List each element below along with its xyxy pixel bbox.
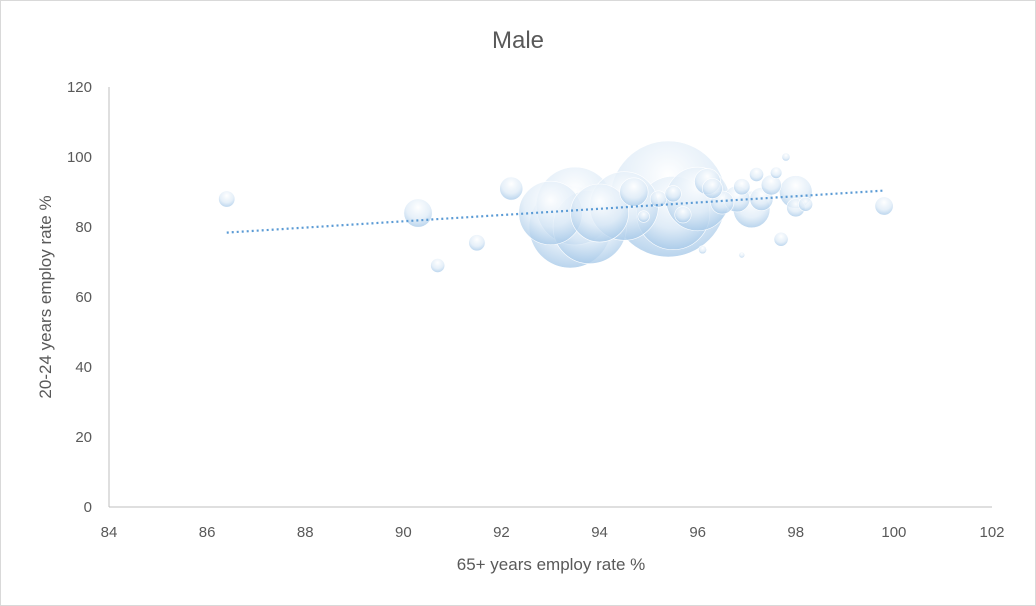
data-bubble (749, 167, 764, 182)
y-tick-label: 20 (75, 429, 92, 446)
data-bubble (733, 178, 751, 196)
data-bubble (781, 152, 791, 162)
data-bubble (403, 198, 433, 228)
x-tick-label: 94 (591, 524, 608, 541)
x-tick-label: 88 (297, 524, 314, 541)
data-bubble (698, 245, 707, 255)
chart-title: Male (492, 27, 544, 54)
x-tick-label: 90 (395, 524, 412, 541)
data-bubble (637, 210, 650, 223)
x-tick-label: 92 (493, 524, 510, 541)
data-bubble (430, 258, 446, 273)
y-tick-label: 120 (67, 79, 92, 96)
x-tick-label: 98 (787, 524, 804, 541)
x-tick-label: 96 (689, 524, 706, 541)
data-bubble (773, 231, 789, 247)
data-bubble (798, 196, 813, 212)
data-bubble (874, 196, 894, 216)
y-tick-label: 0 (84, 499, 92, 516)
x-tick-label: 100 (881, 524, 906, 541)
x-tick-label: 86 (199, 524, 216, 541)
data-bubble (619, 177, 649, 207)
y-tick-label: 100 (67, 149, 92, 166)
data-bubble (218, 190, 236, 208)
bubble-layer (218, 140, 894, 273)
y-tick-labels: 0 20 40 60 80 100 120 (67, 79, 92, 516)
data-bubble (702, 178, 723, 199)
data-bubble (770, 166, 783, 179)
y-tick-label: 40 (75, 359, 92, 376)
data-bubble (738, 251, 746, 259)
data-bubble (674, 206, 692, 224)
x-tick-label: 102 (979, 524, 1004, 541)
data-bubble (499, 176, 524, 201)
data-bubble (664, 185, 682, 203)
y-tick-label: 60 (75, 289, 92, 306)
data-bubble (468, 234, 486, 252)
x-tick-label: 84 (101, 524, 118, 541)
y-tick-label: 80 (75, 219, 92, 236)
y-axis-label: 20-24 years employ rate % (36, 195, 55, 398)
data-bubble (570, 183, 629, 243)
x-axis-label: 65+ years employ rate % (457, 555, 646, 574)
x-tick-labels: 84 86 88 90 92 94 96 98 100 102 (101, 524, 1005, 541)
